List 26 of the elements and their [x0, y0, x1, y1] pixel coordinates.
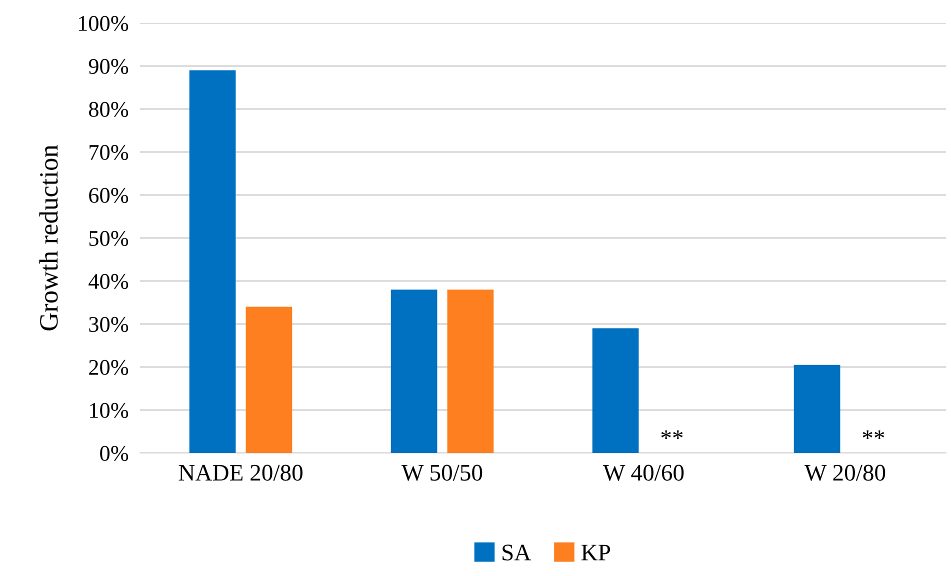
annotation: **	[862, 430, 884, 439]
legend-label: KP	[581, 544, 610, 560]
y-tick-label: 70%	[90, 144, 128, 160]
y-tick-label: 40%	[88, 274, 128, 289]
bar	[246, 306, 292, 453]
y-tick-label: 20%	[89, 360, 128, 375]
bar	[592, 328, 639, 453]
y-tick-label: 10%	[90, 402, 128, 418]
y-axis-title: Growth reduction	[39, 144, 58, 330]
y-tick-label: 100%	[79, 16, 128, 31]
bar	[390, 290, 438, 453]
y-tick-label: 0%	[100, 446, 128, 461]
y-tick-label: 50%	[89, 230, 128, 246]
bar	[794, 364, 840, 453]
y-tick-label: 30%	[89, 316, 128, 332]
x-tick-label: NADE 20/80	[178, 464, 302, 481]
y-tick-label: 90%	[88, 58, 128, 74]
y-tick-label: 80%	[89, 102, 128, 117]
x-tick-label: W 50/50	[401, 464, 482, 481]
x-tick-label: W 40/60	[602, 464, 684, 481]
annotation: **	[661, 430, 683, 439]
x-tick-label: W 20/80	[804, 464, 886, 481]
legend-label: SA	[502, 544, 532, 561]
bar	[189, 70, 236, 453]
bar	[447, 290, 494, 453]
y-tick-label: 60%	[89, 188, 128, 203]
